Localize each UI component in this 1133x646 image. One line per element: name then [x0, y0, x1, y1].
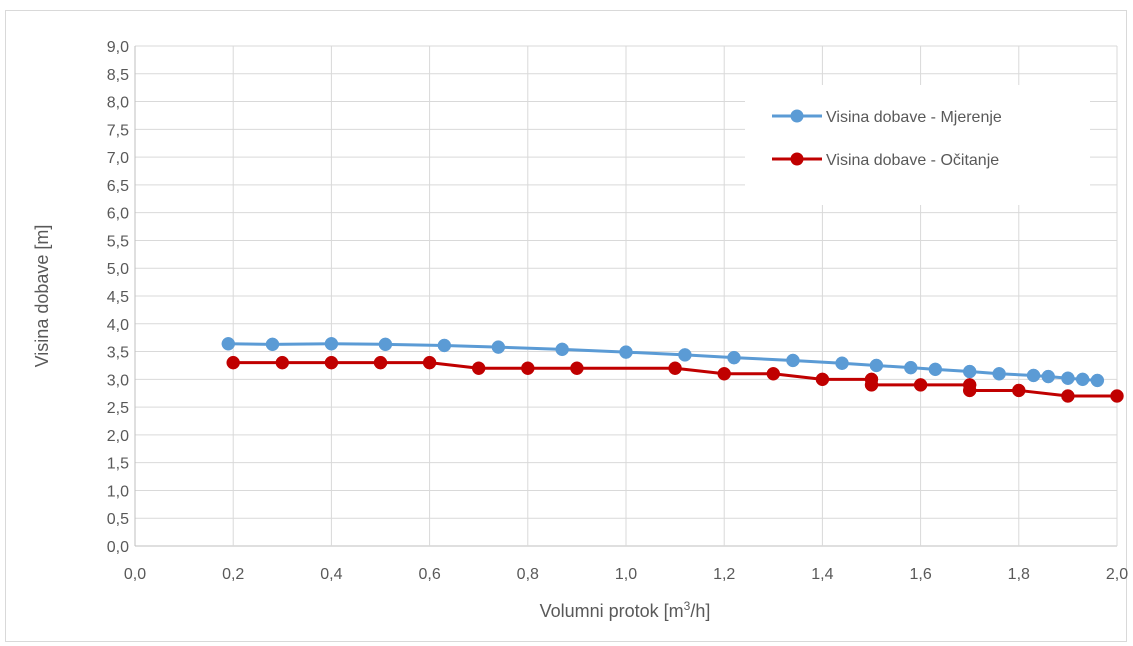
y-tick-label: 5,0 [107, 261, 129, 278]
x-axis-title-superscript: 3 [684, 599, 691, 613]
y-tick-label: 0,5 [107, 511, 129, 528]
y-tick-label: 5,5 [107, 233, 129, 250]
x-tick-label: 2,0 [1106, 566, 1128, 583]
data-point [786, 353, 800, 368]
data-point [962, 383, 977, 398]
legend-background [745, 85, 1090, 205]
legend-label: Visina dobave - Mjerenje [826, 109, 1002, 126]
legend-label: Visina dobave - Očitanje [826, 152, 999, 169]
data-point [1075, 372, 1090, 387]
data-point [422, 355, 437, 370]
data-point [1110, 389, 1124, 403]
x-tick-label: 0,6 [418, 566, 440, 583]
x-tick-label: 0,4 [320, 566, 342, 583]
data-point [1090, 373, 1105, 388]
y-tick-label: 4,5 [107, 289, 129, 306]
legend-swatch-marker [790, 109, 804, 123]
data-point [555, 342, 569, 357]
x-tick-label: 1,6 [909, 566, 931, 583]
legend-item-1: Visina dobave - Mjerenje [772, 109, 1002, 126]
x-tick-label: 0,2 [222, 566, 244, 583]
data-point [373, 355, 388, 370]
y-tick-label: 3,5 [107, 345, 129, 362]
x-tick-label: 0,0 [124, 566, 146, 583]
data-point [869, 358, 884, 373]
series-2 [226, 355, 1124, 403]
data-point [913, 378, 928, 392]
data-point [491, 340, 506, 354]
data-point [226, 355, 240, 370]
y-tick-label: 4,0 [107, 317, 129, 334]
x-axis-title-prefix: Volumni protok [m [540, 601, 684, 621]
data-point [717, 367, 731, 381]
data-point [928, 362, 943, 377]
grid-lines [134, 45, 1118, 547]
data-point [766, 367, 781, 381]
series-group [221, 337, 1124, 403]
data-point [835, 356, 849, 370]
y-tick-label: 7,5 [107, 122, 129, 139]
data-point [668, 361, 682, 375]
data-point [324, 355, 339, 370]
y-tick-label: 3,0 [107, 372, 129, 389]
y-tick-label: 1,5 [107, 456, 129, 473]
data-point [992, 367, 1006, 381]
data-point [1061, 371, 1075, 385]
x-tick-label: 1,4 [811, 566, 833, 583]
y-tick-label: 9,0 [107, 39, 129, 56]
y-tick-label: 2,0 [107, 428, 129, 445]
data-point [265, 337, 280, 352]
y-axis-title: Visina dobave [m] [32, 225, 52, 368]
legend: Visina dobave - Mjerenje Visina dobave - … [745, 85, 1090, 205]
data-point [962, 364, 977, 379]
data-point [864, 378, 879, 392]
data-point [1041, 369, 1056, 384]
data-point [1061, 389, 1075, 403]
data-point [1012, 383, 1026, 398]
x-tick-labels: 0,0 0,2 0,4 0,6 0,8 1,0 1,2 1,4 1,6 1,8 2,0 [124, 566, 1128, 583]
legend-item-2: Visina dobave - Očitanje [772, 152, 999, 169]
x-tick-label: 1,8 [1008, 566, 1030, 583]
data-point [221, 337, 236, 351]
data-point [904, 360, 918, 375]
data-point [570, 361, 584, 375]
data-point [324, 337, 339, 351]
data-point [471, 361, 486, 375]
data-point [619, 345, 633, 359]
series-line [228, 342, 1098, 382]
data-point [1026, 368, 1041, 383]
data-point [437, 338, 452, 353]
x-tick-label: 1,2 [713, 566, 735, 583]
y-tick-label: 6,0 [107, 206, 129, 223]
data-point [521, 361, 535, 375]
y-tick-label: 7,0 [107, 150, 129, 167]
series-1 [221, 337, 1105, 388]
y-tick-labels: 0,0 0,5 1,0 1,5 2,0 2,5 3,0 3,5 4,0 4,5 5,0 5,5 6,0 6… [107, 39, 129, 556]
x-tick-label: 0,8 [517, 566, 539, 583]
x-tick-label: 1,0 [615, 566, 637, 583]
data-point [378, 337, 393, 352]
y-tick-label: 0,0 [107, 539, 129, 556]
y-tick-label: 8,0 [107, 95, 129, 112]
x-axis-title: Volumni protok [m3/h] [540, 599, 711, 621]
data-point [275, 355, 290, 370]
y-tick-label: 6,5 [107, 178, 129, 195]
data-point [727, 350, 741, 365]
legend-swatch-marker [790, 152, 804, 166]
data-point [815, 372, 830, 387]
y-tick-label: 2,5 [107, 400, 129, 417]
y-tick-label: 8,5 [107, 67, 129, 84]
x-axis-title-suffix: /h] [690, 601, 710, 621]
data-point [678, 348, 692, 362]
y-tick-label: 1,0 [107, 483, 129, 500]
